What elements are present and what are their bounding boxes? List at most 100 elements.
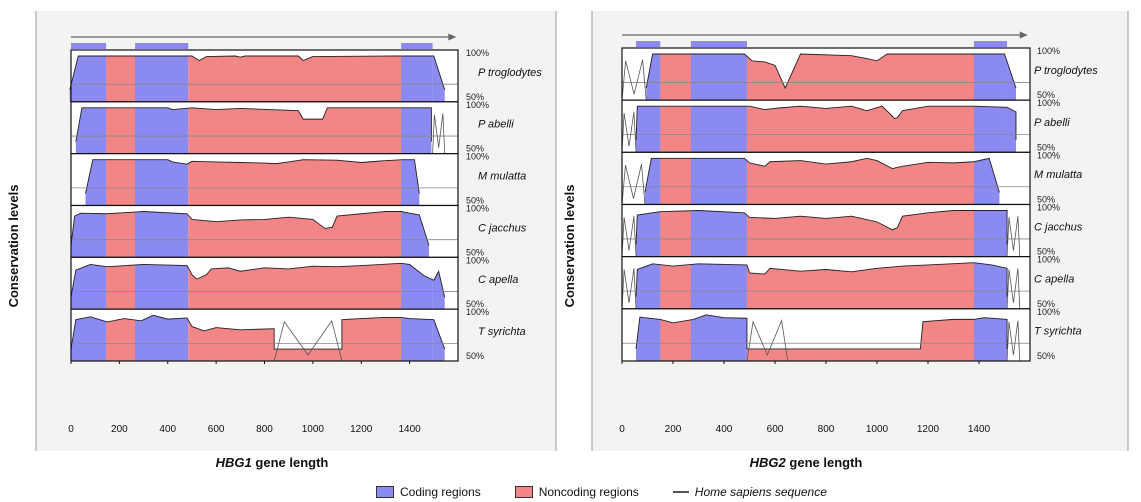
hbg2-x-tick-label: 1000 — [866, 424, 889, 435]
hbg2-profile-line-1 — [645, 53, 1017, 90]
hbg1-noncoding-fill — [106, 159, 136, 206]
hbg2-noncoding-fill — [660, 210, 691, 257]
hbg1-gene-bar-coding-2 — [135, 43, 189, 49]
hbg1-gene-bar-coding-3 — [401, 43, 433, 49]
hbg2-species-label: C jacchus — [1034, 221, 1083, 233]
hbg1-noncoding-fill — [188, 263, 402, 310]
hbg2-x-tick-label: 0 — [619, 424, 625, 435]
hbg1-noncoding-fill — [188, 107, 402, 154]
hbg1-profile-line-6 — [70, 314, 446, 350]
hbg2-human-seq-line — [621, 111, 637, 153]
hbg1-species-label: C apella — [478, 274, 518, 286]
hbg2-species-label: P troglodytes — [1034, 65, 1098, 77]
hbg2-coding-fill-right — [1007, 54, 1016, 101]
hbg2-coding-fill-right — [1007, 106, 1016, 153]
hbg2-pct50-label: 50% — [1037, 247, 1055, 257]
legend-coding: Coding regions — [376, 485, 481, 499]
hbg2-pct100-label: 100% — [1037, 307, 1060, 317]
hbg1-x-axis-label-rest: gene length — [252, 455, 329, 470]
hbg1-direction-arrow-head — [448, 33, 457, 41]
hbg2-species-label: P abelli — [1034, 117, 1070, 129]
hbg2-pct100-label: 100% — [1037, 150, 1060, 160]
hbg2-x-tick-label: 800 — [818, 424, 835, 435]
hbg2-pct50-label: 50% — [1037, 90, 1055, 100]
hbg1-species-label: P abelli — [478, 119, 514, 131]
hbg2-profile-line-2 — [635, 105, 1017, 141]
hbg1-row-fill-3 — [85, 159, 420, 206]
hbg2-profile-line-5 — [635, 262, 1008, 297]
hbg1-pct100-label: 100% — [466, 307, 489, 317]
hbg1-row-fill-1 — [69, 56, 445, 102]
hbg1-x-tick-label: 1200 — [350, 424, 373, 435]
legend-human-line — [672, 491, 689, 493]
hbg2-human-seq-line — [621, 163, 646, 205]
hbg1-profile-line-3 — [85, 159, 420, 194]
hbg1-x-tick-label: 600 — [208, 424, 225, 435]
hbg2-human-seq-line — [621, 216, 637, 257]
hbg2-noncoding-fill — [660, 262, 691, 309]
hbg2-noncoding-fill — [660, 106, 691, 153]
hbg1-profile-line-2 — [75, 107, 432, 142]
hbg1-human-seq-line — [432, 113, 446, 154]
legend-human-label: Home sapiens sequence — [694, 485, 827, 499]
hbg2-x-axis-label-gene: HBG2 — [750, 455, 787, 470]
hbg2-row-fill-1 — [646, 54, 1016, 101]
hbg1-x-tick-label: 1400 — [399, 424, 422, 435]
hbg2-species-label: T syrichta — [1034, 326, 1082, 338]
hbg1-noncoding-fill — [106, 211, 136, 258]
hbg1-gene-bar-coding-1 — [71, 43, 107, 49]
hbg2-row-fill-4 — [636, 210, 1008, 257]
hbg1-pct100-label: 100% — [466, 100, 489, 110]
hbg2-human-seq-line — [621, 59, 647, 101]
hbg1-x-tick-label: 800 — [256, 424, 273, 435]
hbg1-noncoding-fill — [106, 107, 136, 154]
hbg2-gene-bar-coding-3 — [973, 41, 1008, 47]
hbg2-x-tick-label: 1400 — [968, 424, 991, 435]
hbg1-species-label: P troglodytes — [478, 67, 542, 79]
hbg1-row-fill-4 — [71, 211, 429, 258]
hbg2-noncoding-fill — [660, 54, 691, 101]
hbg1-pct50-label: 50% — [466, 351, 484, 361]
hbg1-species-label: C jacchus — [478, 222, 527, 234]
hbg2-pct50-label: 50% — [1037, 351, 1055, 361]
hbg1-pct100-label: 100% — [466, 255, 489, 265]
hbg1-human-seq-line — [273, 319, 343, 362]
hbg1-species-label: T syrichta — [478, 326, 526, 338]
hbg1-profile-line-4 — [70, 211, 430, 246]
hbg1-noncoding-fill — [188, 159, 402, 206]
hbg2-pct100-label: 100% — [1037, 46, 1060, 56]
hbg2-noncoding-fill — [746, 106, 974, 153]
hbg1-pct50-label: 50% — [466, 92, 484, 102]
hbg2-human-seq-line — [1006, 320, 1021, 362]
legend-coding-swatch — [376, 486, 394, 498]
hbg2-profile-line-4 — [635, 210, 1008, 245]
hbg2-x-tick-label: 200 — [665, 424, 682, 435]
legend-human: Home sapiens sequence — [672, 485, 827, 499]
hbg2-row-fill-5 — [636, 262, 1008, 309]
hbg1-profile-line-1 — [69, 55, 446, 90]
hbg1-pct100-label: 100% — [466, 152, 489, 162]
hbg2-x-tick-label: 400 — [716, 424, 733, 435]
hbg1-x-tick-label: 400 — [159, 424, 176, 435]
hbg2-x-tick-label: 600 — [767, 424, 784, 435]
hbg1-x-tick-label: 200 — [111, 424, 128, 435]
hbg1-pct50-label: 50% — [466, 299, 484, 309]
hbg2-pct50-label: 50% — [1037, 299, 1055, 309]
hbg2-pct100-label: 100% — [1037, 98, 1060, 108]
hbg1-noncoding-fill — [106, 56, 136, 102]
hbg2-pct100-label: 100% — [1037, 203, 1060, 213]
hbg2-y-axis-label: Conservation levels — [562, 185, 577, 308]
hbg2-noncoding-fill — [746, 158, 974, 205]
hbg1-species-label: M mulatta — [478, 170, 526, 182]
legend-noncoding-swatch — [514, 486, 533, 498]
legend-noncoding-label: Noncoding regions — [538, 485, 639, 499]
hbg2-row-fill-3 — [644, 158, 1000, 205]
hbg2-gene-bar-coding-1 — [636, 41, 661, 47]
hbg1-x-axis-label: HBG1 gene length — [216, 455, 329, 470]
hbg2-human-seq-line — [1006, 216, 1021, 257]
hbg1-row-fill-2 — [75, 107, 432, 154]
hbg2-profile-line-6 — [635, 314, 1008, 350]
hbg2-human-seq-line — [746, 319, 789, 362]
hbg2-gene-bar-coding-2 — [690, 41, 747, 47]
